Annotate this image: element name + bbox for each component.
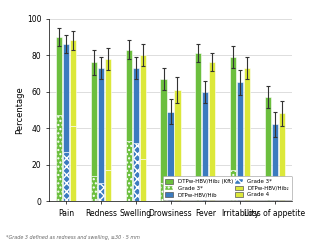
Bar (209, 62, 215, 198)
Bar (272, 194, 278, 201)
Bar (160, 79, 167, 183)
Bar (133, 68, 139, 143)
Y-axis label: Percentage: Percentage (15, 86, 24, 134)
Bar (230, 170, 236, 201)
Legend: DTPw-HBV/Hib₂ (Kft), Grade 3*, DTPw-HBV/Hib, Grade 3*, DTPw-HBV/Hib₂, Grade 4: DTPw-HBV/Hib₂ (Kft), Grade 3*, DTPw-HBV/… (163, 176, 292, 200)
Bar (56, 115, 62, 201)
Bar (237, 186, 243, 201)
Bar (202, 198, 208, 201)
Bar (133, 143, 139, 201)
Bar (140, 55, 146, 159)
Bar (230, 57, 236, 170)
Bar (265, 192, 271, 201)
Bar (63, 44, 69, 152)
Bar (237, 82, 243, 186)
Bar (209, 198, 215, 201)
Bar (140, 159, 146, 201)
Bar (70, 126, 76, 201)
Bar (167, 188, 174, 201)
Bar (91, 176, 97, 201)
Bar (63, 152, 69, 201)
Bar (91, 62, 97, 176)
Bar (279, 192, 285, 201)
Bar (244, 68, 250, 176)
Bar (174, 186, 180, 201)
Bar (56, 37, 62, 115)
Bar (265, 97, 271, 192)
Bar (98, 183, 104, 201)
Bar (105, 59, 111, 170)
Bar (126, 141, 132, 201)
Bar (98, 68, 104, 183)
Bar (279, 114, 285, 192)
Bar (195, 198, 202, 201)
Bar (160, 183, 167, 201)
Bar (174, 90, 180, 186)
Bar (126, 49, 132, 141)
Bar (70, 40, 76, 126)
Bar (202, 92, 208, 198)
Bar (272, 125, 278, 194)
Bar (167, 112, 174, 188)
Bar (195, 53, 202, 198)
Bar (244, 176, 250, 201)
Text: *Grade 3 defined as redness and swelling, ≥30 · 5 mm: *Grade 3 defined as redness and swelling… (6, 235, 140, 240)
Bar (105, 170, 111, 201)
